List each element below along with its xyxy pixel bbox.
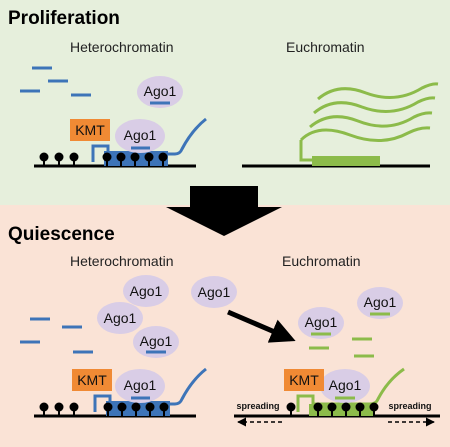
quiescence-euchromatin-label: Euchromatin [282, 253, 361, 269]
nascent-transcript [299, 126, 431, 142]
kmt-label: KMT [75, 122, 105, 138]
proliferation-ago1-free: Ago1 [137, 76, 183, 108]
transition-arrow [166, 186, 282, 236]
quiescence-sirnas-blue [20, 317, 93, 354]
nucleosome-mark [158, 152, 168, 166]
proliferation-euchromatin [242, 82, 439, 168]
nucleosome-mark [39, 152, 49, 166]
nucleosome-mark [116, 152, 126, 166]
nucleosome-mark [369, 402, 379, 416]
proliferation-title: Proliferation [8, 8, 120, 29]
ago1-bound [320, 369, 370, 403]
nucleosome-mark [54, 152, 64, 166]
kmt-label: KMT [289, 372, 319, 388]
quiescence-ago1-5: Ago1 [298, 307, 344, 339]
kmt-label: KMT [77, 372, 107, 388]
nucleosome-mark [102, 152, 112, 166]
ago1-label: Ago1 [305, 314, 338, 330]
nascent-transcript [93, 367, 207, 412]
spreading-left-label: spreading [236, 401, 279, 411]
quiescence-heterochromatin: Ago1 KMT [34, 367, 207, 418]
proliferation-euchromatin-label: Euchromatin [286, 39, 365, 55]
ago1-label: Ago1 [104, 310, 137, 326]
ago1-bound [115, 369, 165, 403]
spreading-right-label: spreading [388, 401, 431, 411]
ago1-label: Ago1 [364, 294, 397, 310]
ago1-label: Ago1 [198, 284, 231, 300]
nascent-transcript [91, 117, 207, 162]
ago1-label: Ago1 [140, 333, 173, 349]
proliferation-heterochromatin-label: Heterochromatin [70, 39, 174, 55]
nucleosome-mark [54, 402, 64, 416]
nucleosome-mark [117, 402, 127, 416]
nucleosome-mark [130, 152, 140, 166]
h3k9me-marks [286, 402, 379, 416]
proliferation-sirnas [20, 66, 91, 97]
nucleosome-mark [69, 152, 79, 166]
proliferation-heterochromatin: Ago1 KMT [34, 117, 207, 168]
nucleosome-mark [144, 152, 154, 166]
quiescence-euchromatin: Ago1 KMT spreading spreading [234, 367, 440, 427]
quiescence-ago1-6: Ago1 [357, 287, 403, 319]
nucleosome-mark [39, 402, 49, 416]
nucleosome-mark [286, 402, 296, 416]
kmt-box [72, 369, 112, 391]
quiescence-sirnas-green [309, 337, 374, 358]
nucleosome-mark [131, 402, 141, 416]
euchromatin-gene [312, 156, 380, 166]
nucleosome-mark [341, 402, 351, 416]
quiescence-title: Quiescence [8, 224, 115, 245]
nucleosome-mark [313, 402, 323, 416]
nascent-transcript [317, 82, 439, 101]
ago1-bound-label: Ago1 [329, 377, 362, 393]
nascent-transcript [313, 96, 436, 115]
nascent-transcript [309, 111, 433, 129]
proliferation-panel [0, 0, 450, 205]
transcript-stem [299, 140, 312, 162]
nucleosome-mark [355, 402, 365, 416]
quiescence-ago1-3: Ago1 [97, 302, 143, 334]
h3k9me-marks [39, 402, 169, 416]
nucleosome-mark [145, 402, 155, 416]
ago1-bound-label: Ago1 [124, 377, 157, 393]
ago1-label: Ago1 [130, 283, 163, 299]
nucleosome-mark [69, 402, 79, 416]
relocation-arrow [227, 309, 296, 343]
quiescence-heterochromatin-label: Heterochromatin [70, 253, 174, 269]
quiescence-ago1-1: Ago1 [123, 275, 169, 307]
h3k9me-marks [39, 152, 168, 166]
ago1-label: Ago1 [144, 83, 177, 99]
quiescence-ago1-2: Ago1 [191, 276, 237, 308]
ago1-bound-label: Ago1 [124, 127, 157, 143]
ago1-bound [115, 119, 165, 153]
kmt-box [70, 119, 110, 141]
quiescence-ago1-4: Ago1 [133, 326, 179, 358]
nucleosome-mark [103, 402, 113, 416]
nucleosome-mark [327, 402, 337, 416]
kmt-box [284, 369, 324, 391]
nucleosome-mark [159, 402, 169, 416]
